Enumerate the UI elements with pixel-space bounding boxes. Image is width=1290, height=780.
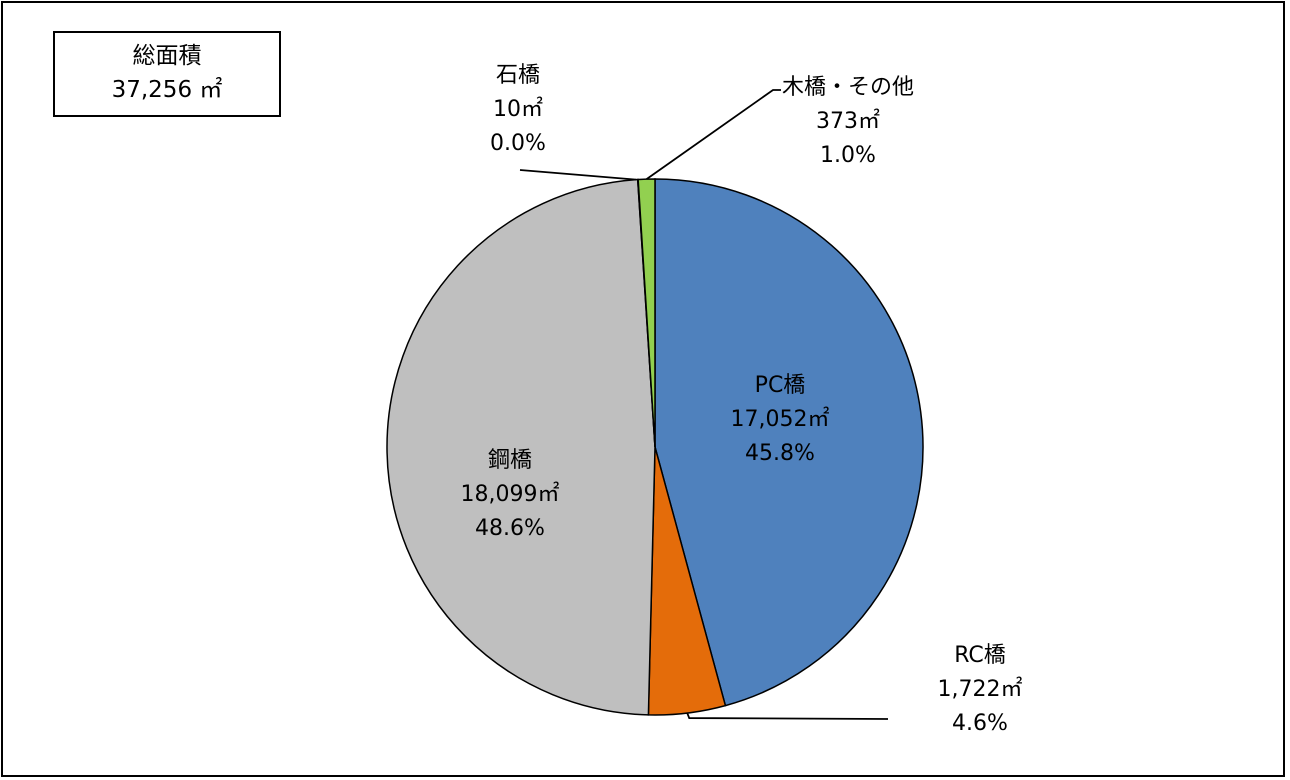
slice-labels: PC橋 17,052㎡ 45.8% RC橋 1,722㎡ 4.6% 鋼橋 18,099㎡ 48.… — [461, 63, 1023, 736]
pie-slice — [637, 178, 656, 448]
slice-label-value: 1,722㎡ — [938, 676, 1023, 702]
slice-label-percent: 48.6% — [475, 516, 545, 541]
pie-slice — [386, 178, 656, 716]
slice-label-value: 18,099㎡ — [461, 481, 560, 507]
slice-label-name: 木橋・その他 — [782, 75, 914, 100]
pie-slice — [654, 178, 924, 707]
leader-line — [519, 169, 637, 181]
slice-label-name: PC橋 — [755, 373, 806, 398]
slice-label-name: 石橋 — [496, 63, 540, 88]
slice-label-name: RC橋 — [954, 643, 1006, 668]
total-area-value: 37,256 ㎡ — [111, 77, 223, 103]
pie-slices — [386, 178, 924, 716]
total-area-title: 総面積 — [132, 43, 202, 69]
total-area-box: 総面積 37,256 ㎡ — [53, 31, 281, 117]
slice-label-value: 10㎡ — [493, 96, 543, 122]
slice-label-value: 373㎡ — [816, 108, 880, 134]
slice-label-percent: 4.6% — [952, 711, 1008, 736]
slice-label-value: 17,052㎡ — [731, 406, 830, 432]
leader-line — [646, 89, 781, 180]
slice-label-percent: 0.0% — [490, 131, 546, 156]
slice-label-name: 鋼橋 — [488, 448, 532, 473]
leader-lines — [519, 89, 889, 720]
slice-label-percent: 45.8% — [745, 441, 815, 466]
slice-label-percent: 1.0% — [820, 143, 876, 168]
leader-line — [686, 712, 889, 720]
